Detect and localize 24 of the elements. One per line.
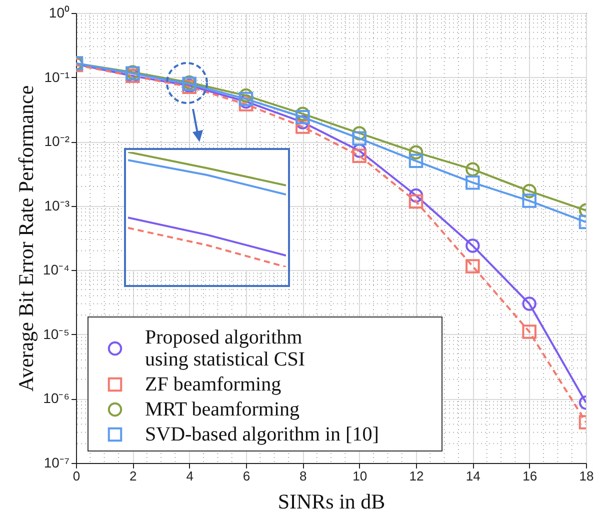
legend-label: SVD-based algorithm in [10] [145,424,379,446]
legend-label: ZF beamforming [145,374,282,396]
x-tick-label: 10 [352,468,368,484]
legend-label: MRT beamforming [145,398,300,420]
x-tick-label: 12 [409,468,424,484]
y-tick-label: 10⁻² [44,133,70,150]
x-tick-label: 16 [522,468,538,484]
y-tick-label: 10⁻⁵ [43,326,70,342]
y-axis-title: Average Bit Error Rate Performance [14,85,38,392]
x-tick-label: 14 [466,468,480,484]
x-tick-label: 2 [130,468,137,484]
y-tick-label: 10⁻¹ [44,68,70,85]
x-tick-label: 8 [300,468,307,484]
y-tick-label: 10⁻³ [44,197,70,214]
y-tick-label: 10⁻⁴ [42,262,70,278]
x-tick-label: 4 [186,468,194,484]
y-tick-label: 10⁻⁷ [44,454,70,470]
x-tick-label: 0 [72,468,80,484]
y-tick-label: 10⁰ [48,4,70,20]
x-axis-title: SINRs in dB [278,490,386,514]
x-tick-label: 18 [579,468,594,484]
y-tick-label: 10⁻⁶ [43,390,70,406]
legend-label: Proposed algorithm using statistical CSI [145,326,305,370]
x-tick-label: 6 [242,468,250,484]
